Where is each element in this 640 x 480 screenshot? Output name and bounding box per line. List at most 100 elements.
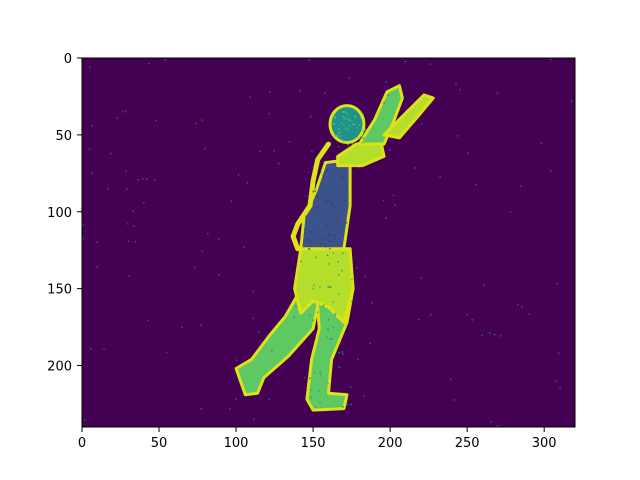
texture-speck bbox=[314, 234, 317, 237]
texture-speck bbox=[319, 286, 321, 289]
background-speck bbox=[558, 352, 560, 355]
background-speck bbox=[181, 326, 183, 329]
x-tick-label: 50 bbox=[151, 436, 168, 451]
texture-speck bbox=[347, 128, 349, 131]
texture-speck bbox=[344, 200, 347, 202]
texture-speck bbox=[345, 221, 348, 224]
texture-speck bbox=[314, 190, 317, 192]
figure-back-leg bbox=[234, 293, 321, 397]
background-speck bbox=[466, 313, 469, 316]
background-speck bbox=[155, 119, 157, 122]
background-speck bbox=[519, 185, 522, 187]
background-speck bbox=[206, 232, 209, 235]
background-speck bbox=[154, 179, 157, 181]
texture-speck bbox=[314, 372, 316, 374]
background-speck bbox=[342, 406, 344, 408]
texture-speck bbox=[334, 115, 337, 118]
background-speck bbox=[91, 172, 93, 174]
texture-speck bbox=[337, 273, 340, 276]
figure-back-outline bbox=[290, 141, 331, 252]
texture-speck bbox=[332, 123, 335, 126]
texture-speck bbox=[333, 135, 336, 137]
background-speck bbox=[369, 342, 371, 344]
texture-speck bbox=[351, 278, 353, 281]
background-speck bbox=[193, 266, 196, 269]
texture-speck bbox=[337, 293, 340, 296]
background-speck bbox=[303, 376, 306, 379]
texture-speck bbox=[328, 240, 331, 243]
texture-speck bbox=[320, 373, 322, 376]
background-speck bbox=[259, 150, 262, 152]
background-speck bbox=[414, 167, 416, 169]
texture-speck bbox=[353, 123, 356, 126]
y-tick-label: 0 bbox=[64, 52, 72, 67]
background-speck bbox=[132, 210, 134, 212]
figure-shorts bbox=[293, 247, 355, 324]
texture-speck bbox=[338, 128, 340, 130]
x-tick-label: 150 bbox=[301, 436, 326, 451]
background-speck bbox=[521, 305, 523, 308]
background-speck bbox=[288, 140, 291, 143]
background-speck bbox=[88, 148, 91, 151]
texture-speck bbox=[345, 127, 347, 130]
texture-speck bbox=[310, 389, 313, 391]
background-speck bbox=[132, 225, 135, 227]
texture-speck bbox=[315, 256, 317, 259]
background-speck bbox=[308, 59, 310, 61]
texture-speck bbox=[327, 318, 330, 321]
texture-speck bbox=[343, 118, 345, 120]
y-tick-label: 100 bbox=[47, 206, 72, 221]
background-speck bbox=[278, 162, 280, 165]
texture-speck bbox=[325, 245, 327, 248]
background-speck bbox=[493, 333, 496, 336]
background-speck bbox=[164, 59, 166, 61]
texture-speck bbox=[326, 223, 329, 226]
texture-speck bbox=[341, 351, 344, 353]
texture-speck bbox=[344, 111, 347, 113]
background-speck bbox=[326, 254, 329, 257]
background-speck bbox=[528, 312, 531, 315]
texture-speck bbox=[340, 122, 343, 124]
texture-speck bbox=[340, 241, 342, 244]
texture-speck bbox=[346, 112, 349, 115]
background-speck bbox=[330, 337, 333, 340]
background-speck bbox=[83, 419, 86, 421]
texture-speck bbox=[357, 136, 359, 139]
background-speck bbox=[229, 408, 231, 410]
texture-speck bbox=[312, 319, 315, 322]
background-speck bbox=[394, 204, 396, 206]
axes: 0 50 100 150 200 250 300 0 50 100 150 200 bbox=[47, 52, 576, 451]
background-speck bbox=[517, 303, 519, 306]
texture-speck bbox=[337, 260, 339, 263]
texture-speck bbox=[334, 314, 336, 316]
background-speck bbox=[90, 125, 93, 127]
background-speck bbox=[550, 58, 552, 61]
background-speck bbox=[109, 152, 112, 155]
texture-speck bbox=[361, 129, 364, 132]
texture-speck bbox=[317, 390, 320, 392]
texture-speck bbox=[338, 352, 341, 354]
background-speck bbox=[194, 122, 197, 125]
background-speck bbox=[455, 82, 457, 85]
x-tick-label: 250 bbox=[455, 436, 480, 451]
texture-speck bbox=[328, 234, 331, 237]
texture-speck bbox=[347, 143, 350, 146]
background-speck bbox=[404, 60, 407, 63]
background-speck bbox=[358, 167, 361, 169]
background-speck bbox=[362, 137, 365, 139]
background-speck bbox=[124, 110, 127, 112]
background-speck bbox=[449, 378, 452, 381]
background-speck bbox=[420, 123, 423, 125]
background-speck bbox=[559, 387, 561, 390]
texture-speck bbox=[328, 200, 330, 203]
texture-speck bbox=[336, 134, 338, 137]
texture-speck bbox=[341, 140, 344, 143]
background-speck bbox=[481, 334, 483, 337]
texture-speck bbox=[333, 234, 335, 237]
background-speck bbox=[268, 398, 270, 400]
texture-speck bbox=[362, 131, 365, 133]
texture-speck bbox=[338, 366, 341, 369]
background-speck bbox=[142, 178, 144, 180]
background-speck bbox=[474, 183, 477, 186]
background-speck bbox=[320, 171, 322, 174]
